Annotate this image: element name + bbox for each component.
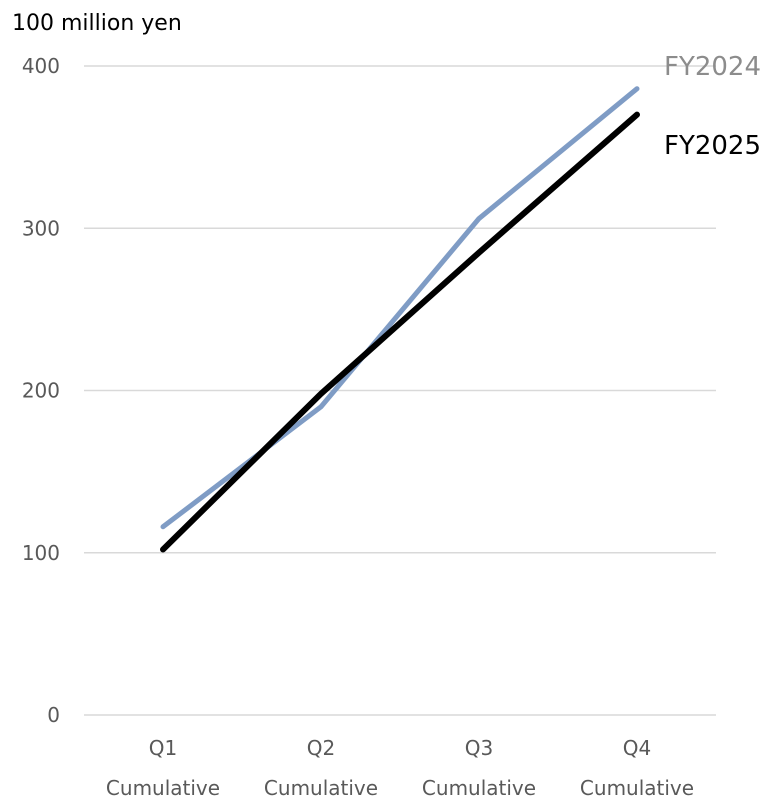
y-axis-unit-label: 100 million yen xyxy=(12,11,182,36)
x-category-label: Q3 Cumulative xyxy=(422,736,536,800)
series-lines xyxy=(160,86,640,553)
x-category-label-line: Q3 xyxy=(465,736,493,760)
x-category-label-line: Q1 xyxy=(149,736,177,760)
y-tick-label: 200 xyxy=(22,379,60,403)
series-labels: FY2024 FY2025 xyxy=(664,52,761,161)
x-category-label: Q1 Cumulative xyxy=(106,736,220,800)
y-tick-label: 100 xyxy=(22,541,60,565)
series-line-fy2025 xyxy=(160,111,640,553)
gridlines xyxy=(84,65,716,716)
x-category-label-line: Cumulative xyxy=(422,776,536,800)
series-label-fy2025: FY2025 xyxy=(664,131,761,161)
y-tick-label: 0 xyxy=(47,703,60,727)
y-tick-label: 400 xyxy=(22,54,60,78)
x-category-label-line: Cumulative xyxy=(264,776,378,800)
x-category-label-line: Cumulative xyxy=(580,776,694,800)
x-category-label: Q4 Cumulative xyxy=(580,736,694,800)
x-category-label: Q2 Cumulative xyxy=(264,736,378,800)
x-category-label-line: Cumulative xyxy=(106,776,220,800)
x-axis-categories: Q1 Cumulative Q2 Cumulative Q3 Cumulative Q4 Cu… xyxy=(106,736,694,800)
series-label-fy2024: FY2024 xyxy=(664,52,761,82)
y-tick-label: 300 xyxy=(22,216,60,240)
y-axis-ticks: 0 100 200 300 400 xyxy=(22,54,60,727)
x-category-label-line: Q4 xyxy=(623,736,651,760)
series-line-fy2024 xyxy=(160,86,640,530)
x-category-label-line: Q2 xyxy=(307,736,335,760)
